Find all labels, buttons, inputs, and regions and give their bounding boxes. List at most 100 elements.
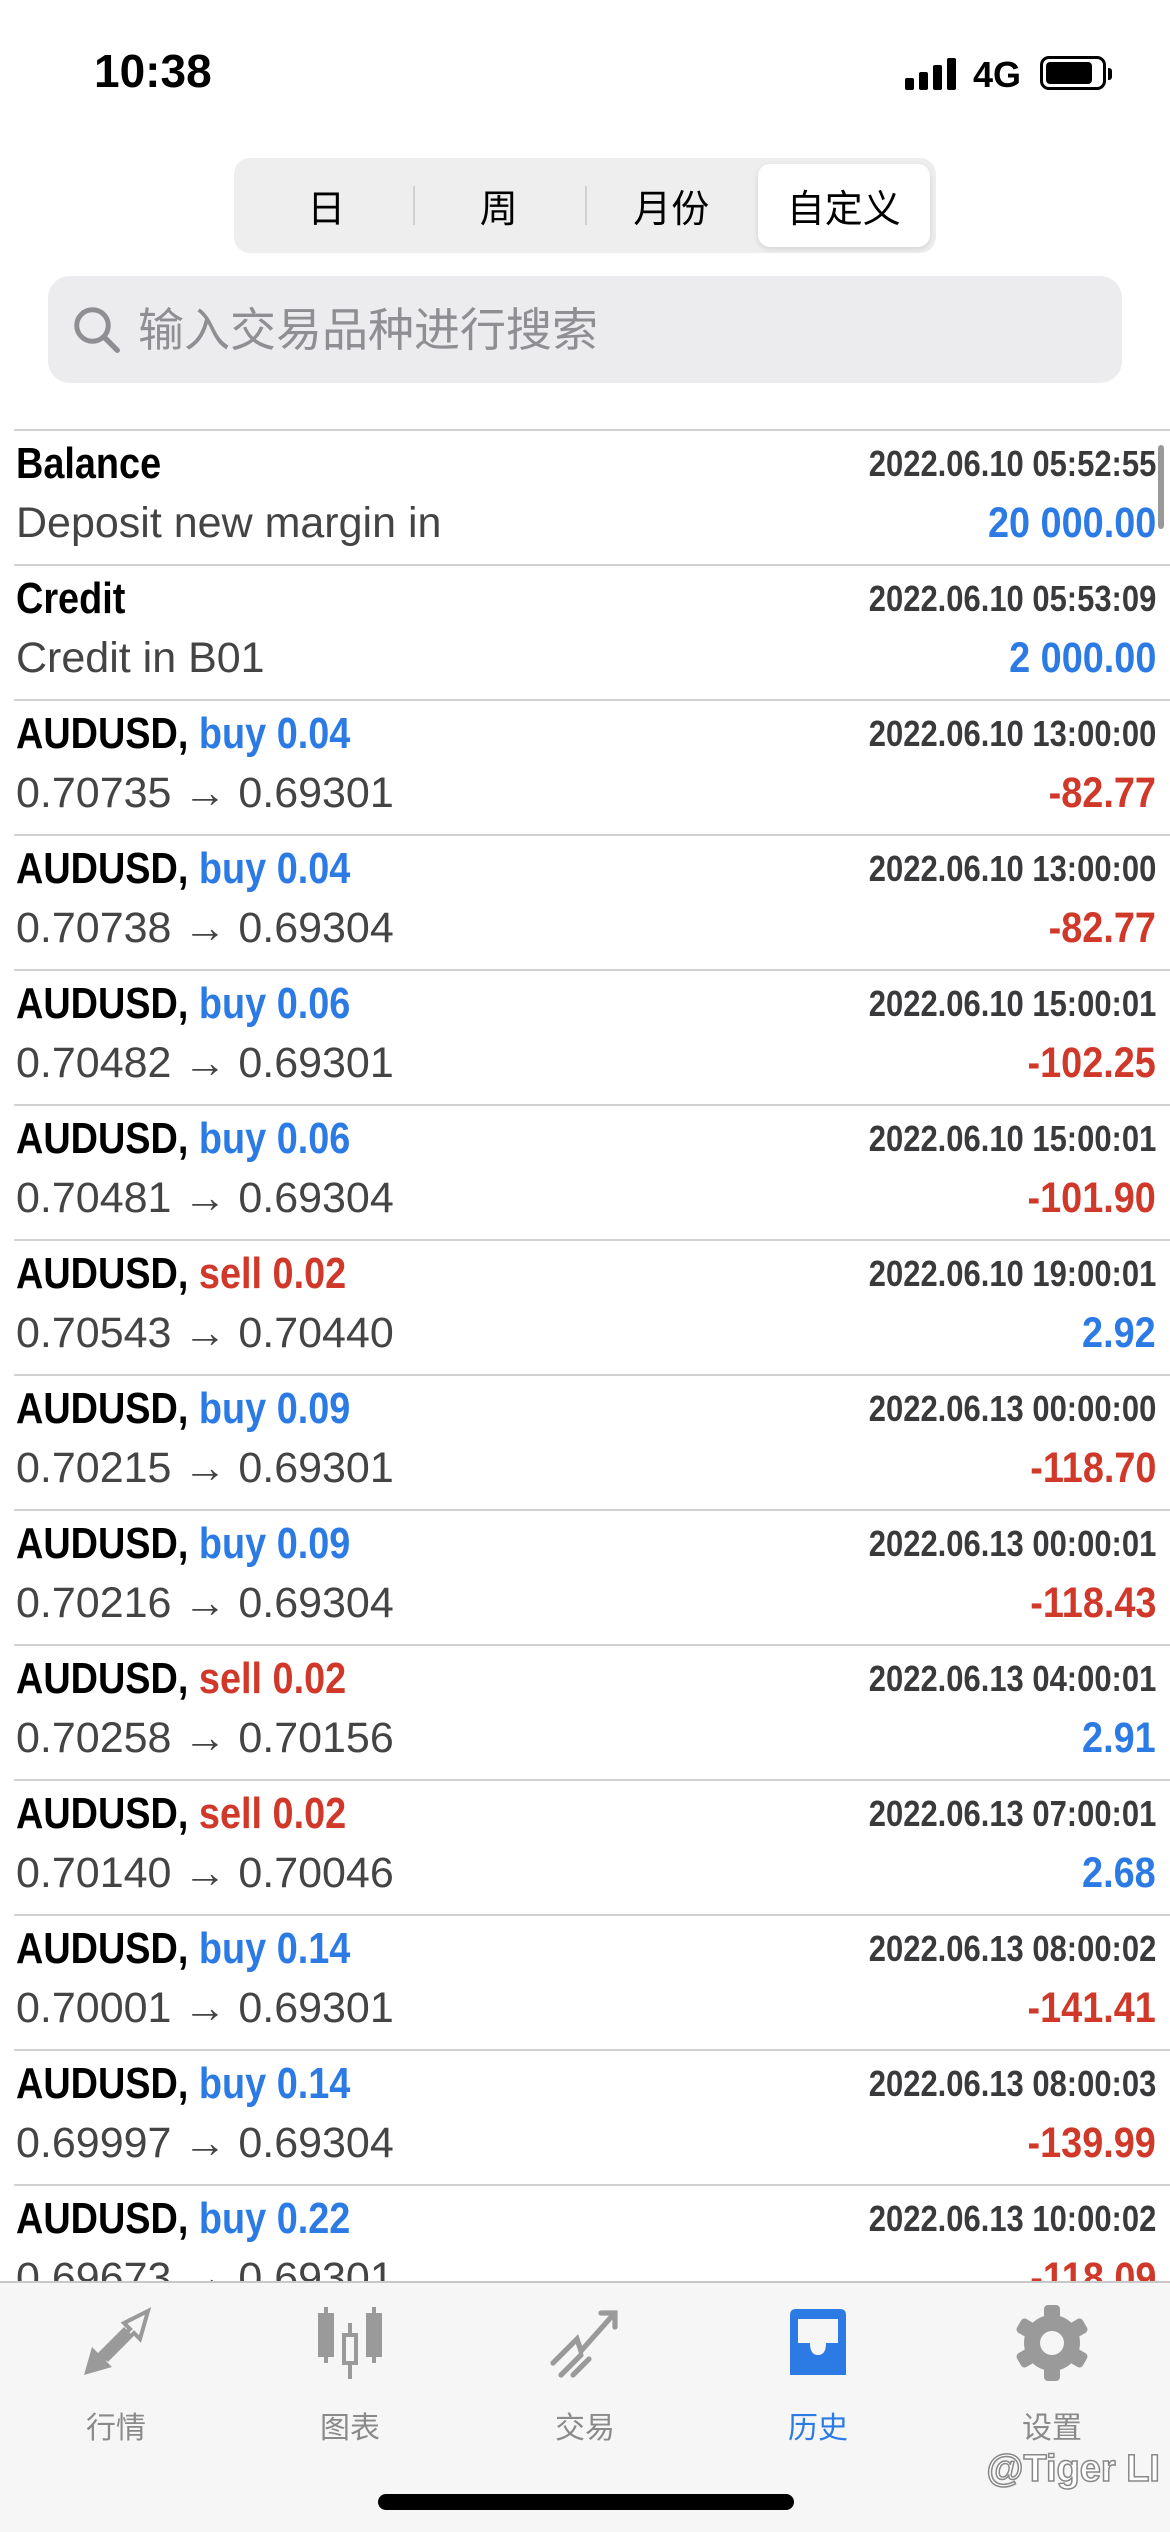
row-description: 0.69997 → 0.69304 (16, 2119, 394, 2167)
row-amount: -82.77 (1048, 769, 1156, 817)
search-input[interactable] (138, 302, 1038, 357)
row-title: Balance (16, 439, 161, 489)
history-row[interactable]: AUDUSD, buy 0.09 2022.06.13 00:00:00 0.7… (14, 1374, 1170, 1509)
history-row[interactable]: AUDUSD, buy 0.04 2022.06.10 13:00:00 0.7… (14, 699, 1170, 834)
search-icon (74, 306, 120, 353)
row-title: AUDUSD, buy 0.14 (16, 1924, 350, 1974)
history-row[interactable]: AUDUSD, sell 0.02 2022.06.13 04:00:01 0.… (14, 1644, 1170, 1779)
row-title: AUDUSD, buy 0.04 (16, 709, 350, 759)
row-title: AUDUSD, buy 0.06 (16, 979, 350, 1029)
row-description: 0.70481 → 0.69304 (16, 1174, 394, 1222)
row-amount: -141.41 (1027, 1984, 1156, 2032)
history-row[interactable]: Credit 2022.06.10 05:53:09 Credit in B01… (14, 564, 1170, 699)
row-description: 0.70543 → 0.70440 (16, 1309, 394, 1357)
symbol: AUDUSD, (16, 1789, 189, 1838)
row-description: 0.70001 → 0.69301 (16, 1984, 394, 2032)
row-date: 2022.06.10 19:00:01 (868, 1253, 1156, 1294)
row-date: 2022.06.10 13:00:00 (868, 713, 1156, 754)
row-amount: 20 000.00 (987, 499, 1156, 547)
trade-side: buy 0.06 (198, 1114, 351, 1163)
row-date: 2022.06.13 07:00:01 (868, 1793, 1156, 1834)
symbol: AUDUSD, (16, 1249, 189, 1298)
segment-custom[interactable]: 自定义 (757, 164, 930, 247)
settings-gear-icon (1016, 2305, 1088, 2381)
trade-side: buy 0.09 (198, 1384, 351, 1433)
trade-side: buy 0.22 (198, 2194, 351, 2243)
row-title: AUDUSD, sell 0.02 (16, 1654, 346, 1704)
history-row[interactable]: AUDUSD, buy 0.04 2022.06.10 13:00:00 0.7… (14, 834, 1170, 969)
trade-side: buy 0.06 (198, 979, 351, 1028)
row-title: AUDUSD, sell 0.02 (16, 1789, 346, 1839)
row-date: 2022.06.13 00:00:00 (868, 1388, 1156, 1429)
history-row[interactable]: AUDUSD, sell 0.02 2022.06.10 19:00:01 0.… (14, 1239, 1170, 1374)
trade-side: sell 0.02 (198, 1789, 347, 1838)
segment-month[interactable]: 月份 (585, 164, 758, 247)
row-date: 2022.06.10 15:00:01 (868, 1118, 1156, 1159)
row-title: AUDUSD, buy 0.09 (16, 1519, 350, 1569)
symbol: Credit (16, 574, 126, 623)
watermark: @Tiger LI (986, 2447, 1161, 2491)
trade-side: buy 0.04 (198, 844, 351, 893)
row-amount: -102.25 (1027, 1039, 1156, 1087)
row-description: 0.69673 → 0.69301 (16, 2254, 394, 2281)
symbol: AUDUSD, (16, 979, 189, 1028)
row-title: AUDUSD, sell 0.02 (16, 1249, 346, 1299)
history-row[interactable]: AUDUSD, buy 0.14 2022.06.13 08:00:02 0.7… (14, 1914, 1170, 2049)
tab-trade[interactable]: 交易 (495, 2303, 675, 2447)
history-row[interactable]: AUDUSD, buy 0.14 2022.06.13 08:00:03 0.6… (14, 2049, 1170, 2184)
history-row[interactable]: Balance 2022.06.10 05:52:55 Deposit new … (14, 429, 1170, 564)
history-row[interactable]: AUDUSD, buy 0.22 2022.06.13 10:00:02 0.6… (14, 2184, 1170, 2281)
row-date: 2022.06.13 04:00:01 (868, 1658, 1156, 1699)
row-date: 2022.06.10 05:53:09 (868, 578, 1156, 619)
candlestick-chart-icon (318, 2307, 382, 2379)
segment-week[interactable]: 周 (412, 164, 586, 247)
symbol: AUDUSD, (16, 844, 189, 893)
history-row[interactable]: AUDUSD, buy 0.09 2022.06.13 00:00:01 0.7… (14, 1509, 1170, 1644)
tab-quotes[interactable]: 行情 (26, 2303, 206, 2447)
row-title: AUDUSD, buy 0.04 (16, 844, 350, 894)
tab-settings[interactable]: 设置 (962, 2303, 1142, 2447)
row-amount: -82.77 (1048, 904, 1156, 952)
row-title: Credit (16, 574, 125, 624)
row-date: 2022.06.10 15:00:01 (868, 983, 1156, 1024)
tab-history[interactable]: 历史 (728, 2303, 908, 2447)
row-date: 2022.06.13 00:00:01 (868, 1523, 1156, 1564)
scrollbar[interactable] (1158, 445, 1164, 529)
trade-side: buy 0.14 (198, 2059, 351, 2108)
history-row[interactable]: AUDUSD, buy 0.06 2022.06.10 15:00:01 0.7… (14, 969, 1170, 1104)
signal-icon (905, 56, 956, 90)
row-description: 0.70215 → 0.69301 (16, 1444, 394, 1492)
row-amount: -139.99 (1027, 2119, 1156, 2167)
symbol: AUDUSD, (16, 1654, 189, 1703)
history-row[interactable]: AUDUSD, buy 0.06 2022.06.10 15:00:01 0.7… (14, 1104, 1170, 1239)
row-title: AUDUSD, buy 0.22 (16, 2194, 350, 2244)
history-list[interactable]: Balance 2022.06.10 05:52:55 Deposit new … (0, 429, 1170, 2281)
battery-icon (1040, 56, 1112, 90)
home-indicator[interactable] (378, 2494, 794, 2510)
row-amount: -118.09 (1029, 2254, 1156, 2281)
tab-charts[interactable]: 图表 (260, 2303, 440, 2447)
segment-day[interactable]: 日 (307, 189, 346, 231)
row-amount: 2.91 (1082, 1714, 1156, 1762)
search-bar (48, 276, 1122, 383)
row-description: Deposit new margin in (16, 499, 442, 547)
trade-side: buy 0.14 (198, 1924, 351, 1973)
history-inbox-icon (790, 2309, 846, 2375)
history-row[interactable]: AUDUSD, sell 0.02 2022.06.13 07:00:01 0.… (14, 1779, 1170, 1914)
row-date: 2022.06.13 10:00:02 (868, 2198, 1156, 2239)
symbol: AUDUSD, (16, 1114, 189, 1163)
tab-label: 图表 (320, 2412, 380, 2445)
symbol: Balance (16, 439, 162, 488)
row-date: 2022.06.13 08:00:03 (868, 2063, 1156, 2104)
symbol: AUDUSD, (16, 1924, 189, 1973)
status-bar: 10:38 4G (0, 0, 1170, 140)
row-date: 2022.06.10 05:52:55 (868, 443, 1156, 484)
quotes-arrows-icon (84, 2307, 152, 2375)
row-amount: -101.90 (1027, 1174, 1156, 1222)
trade-trend-icon (550, 2310, 618, 2378)
row-amount: 2.68 (1082, 1849, 1156, 1897)
row-amount: 2.92 (1082, 1309, 1156, 1357)
tab-label: 历史 (788, 2412, 848, 2445)
tab-bar: 行情 图表 交易 历史 设置 (0, 2281, 1170, 2532)
symbol: AUDUSD, (16, 1384, 189, 1433)
